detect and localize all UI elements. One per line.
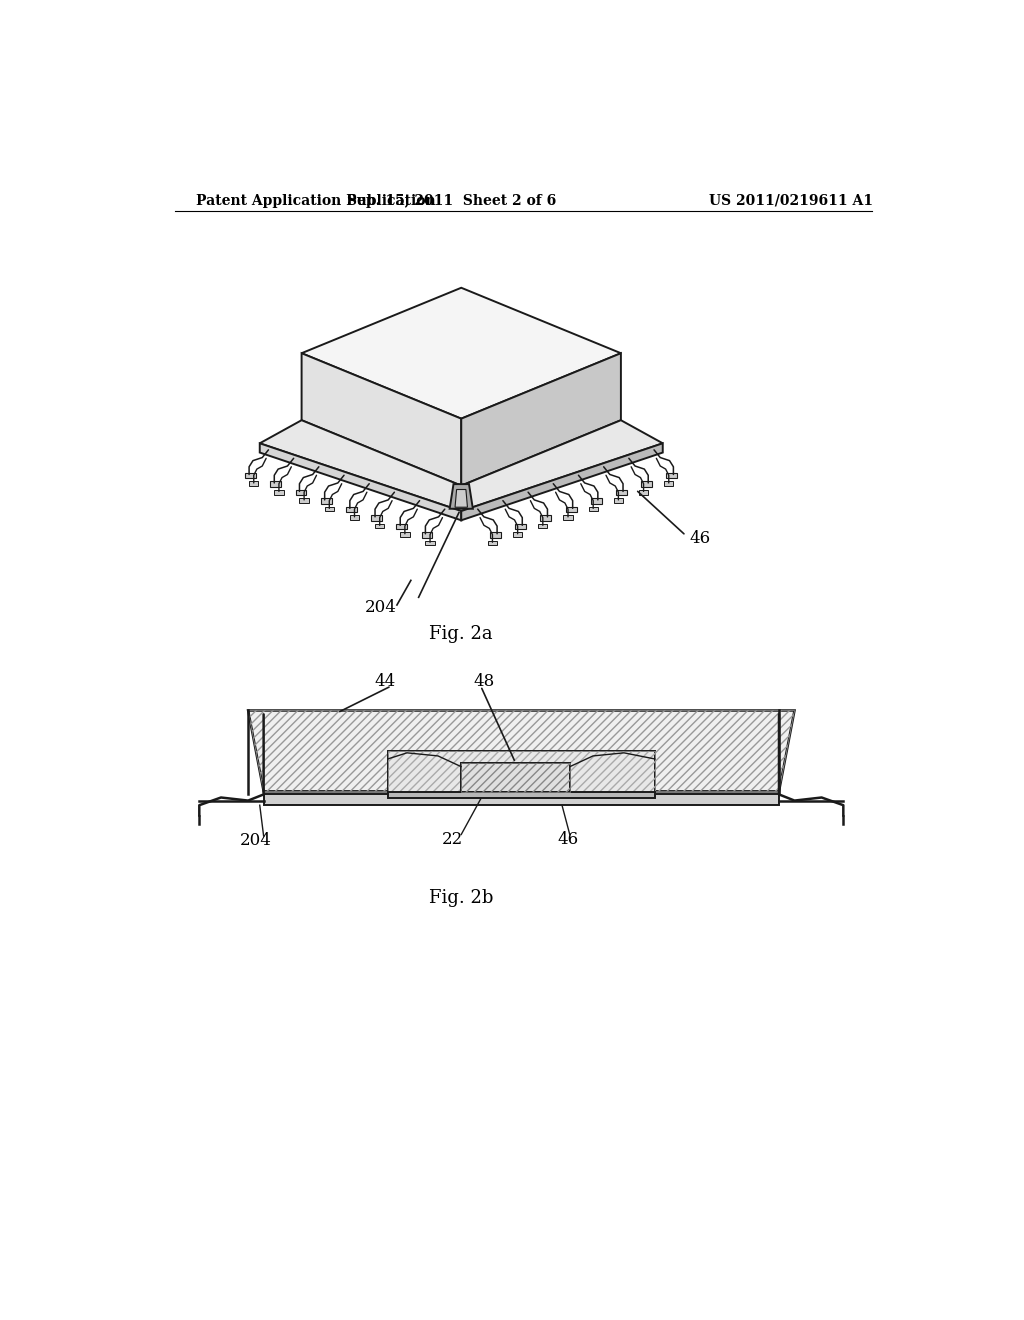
Bar [371, 515, 382, 520]
Polygon shape [461, 354, 621, 486]
Text: Fig. 2a: Fig. 2a [429, 626, 494, 643]
Polygon shape [450, 484, 473, 508]
Bar [563, 515, 572, 520]
Bar [565, 507, 577, 512]
Text: Fig. 2b: Fig. 2b [429, 888, 494, 907]
Bar [515, 524, 526, 529]
Bar [270, 482, 282, 487]
Bar [461, 763, 569, 792]
Bar [616, 490, 627, 495]
Bar [541, 515, 551, 520]
Bar [539, 524, 548, 528]
Text: 204: 204 [365, 599, 396, 616]
Bar [487, 541, 497, 545]
Polygon shape [260, 420, 663, 511]
Bar [461, 763, 569, 792]
Bar [350, 515, 359, 520]
Bar [513, 532, 522, 537]
Bar [325, 507, 334, 511]
Bar [613, 499, 623, 503]
Bar [591, 499, 602, 504]
Polygon shape [302, 354, 461, 486]
Polygon shape [461, 444, 663, 520]
Bar [641, 482, 652, 487]
Bar [639, 490, 648, 495]
Bar [490, 532, 501, 537]
Bar [249, 482, 258, 486]
Bar [263, 795, 779, 805]
Bar [346, 507, 356, 512]
Text: Sep. 15, 2011  Sheet 2 of 6: Sep. 15, 2011 Sheet 2 of 6 [347, 194, 557, 207]
Polygon shape [455, 490, 467, 507]
Polygon shape [248, 710, 795, 792]
Bar [425, 541, 435, 545]
Text: 22: 22 [441, 830, 463, 847]
Text: 46: 46 [558, 830, 579, 847]
Bar [396, 524, 408, 529]
Bar [245, 473, 256, 478]
Bar [667, 473, 677, 478]
Bar [299, 499, 309, 503]
Text: 44: 44 [375, 673, 396, 690]
Bar [422, 532, 432, 537]
Text: 204: 204 [240, 832, 271, 849]
Bar [321, 499, 332, 504]
Bar [388, 792, 655, 799]
Polygon shape [388, 751, 655, 793]
Bar [589, 507, 598, 511]
Polygon shape [302, 288, 621, 418]
Bar [274, 490, 284, 495]
Text: US 2011/0219611 A1: US 2011/0219611 A1 [710, 194, 873, 207]
Bar [296, 490, 306, 495]
Bar [400, 532, 410, 537]
Text: Patent Application Publication: Patent Application Publication [197, 194, 436, 207]
Bar [665, 482, 674, 486]
Bar [375, 524, 384, 528]
Text: 46: 46 [689, 529, 711, 546]
Text: 48: 48 [473, 673, 495, 690]
Polygon shape [260, 444, 461, 520]
